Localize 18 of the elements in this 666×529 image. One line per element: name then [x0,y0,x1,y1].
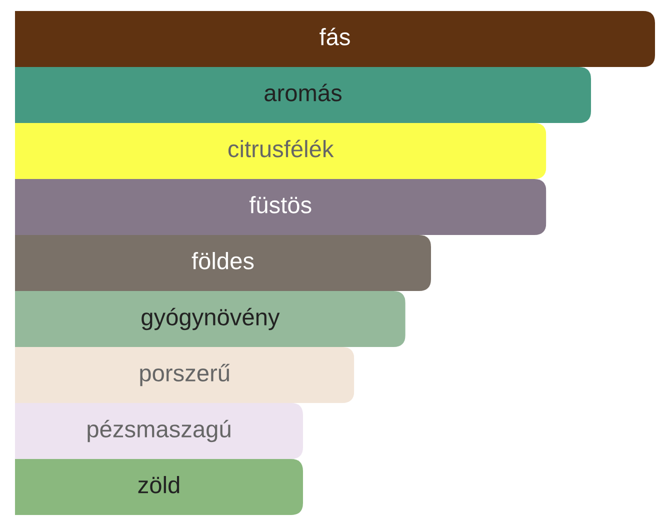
y-tick-label: porszerű [140,364,230,386]
bar [15,347,354,403]
y-tick-label: földes [192,252,254,270]
y-tick-label: füstös [249,196,312,214]
bar [15,67,591,123]
y-tick-label: citrusfélék [228,140,334,158]
y-tick-label: aromás [264,84,342,102]
y-tick-label: zöld [138,476,180,494]
bar [15,459,303,515]
bar [15,123,546,179]
y-tick-label: pézsmaszagú [88,420,230,442]
bar [15,291,406,347]
bar [15,403,303,459]
y-tick-label: gyógynövény [142,308,280,330]
bar [15,11,655,67]
bar [15,179,546,235]
y-tick-label: fás [320,28,350,46]
bar [15,235,431,291]
